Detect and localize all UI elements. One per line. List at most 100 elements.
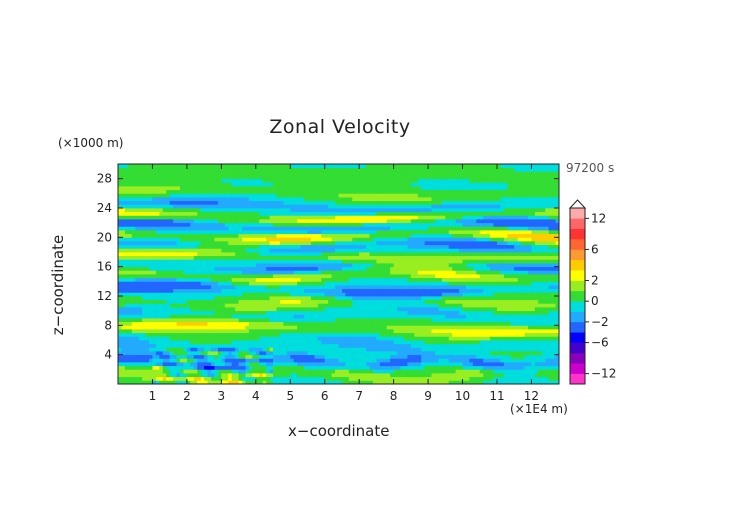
field-cell [217,285,222,290]
field-cell [121,259,126,264]
field-cell [393,351,398,356]
field-cell [214,343,219,348]
field-cell [352,380,357,385]
field-cell [255,215,260,220]
field-cell [145,167,150,172]
field-cell [397,226,401,231]
field-cell [359,376,364,381]
field-cell [283,186,288,191]
field-cell [238,248,243,253]
field-cell [190,373,195,378]
field-cell [190,274,195,279]
field-cell [376,365,381,370]
field-cell [314,219,319,224]
field-cell [245,310,250,315]
field-cell [131,281,136,286]
field-cell [228,292,233,297]
field-cell [283,215,288,220]
field-cell [331,237,336,242]
field-cell [207,200,212,205]
field-cell [279,193,284,198]
field-cell [276,204,281,209]
field-cell [383,314,388,319]
field-cell [376,186,381,191]
field-cell [238,358,243,363]
field-cell [400,178,405,183]
field-cell [176,303,181,308]
field-cell [166,321,171,326]
field-cell [224,222,229,227]
field-cell [152,237,157,242]
field-cell [297,222,302,227]
field-cell [169,189,174,194]
field-cell [149,285,153,290]
field-cell [310,197,315,202]
field-cell [335,277,339,282]
field-cell [180,329,184,334]
field-cell [345,270,350,275]
field-cell [128,351,133,356]
field-cell [128,222,133,227]
field-cell [162,266,167,271]
field-cell [386,171,391,176]
field-cell [142,285,146,290]
field-cell [190,252,195,257]
field-cell [138,222,143,227]
field-cell [335,299,339,304]
field-cell [183,285,188,290]
field-cell [276,354,281,359]
field-cell [345,193,350,198]
field-cell [314,354,319,359]
field-cell [255,380,260,385]
field-cell [321,241,326,246]
field-cell [228,259,233,264]
field-cell [159,362,164,367]
field-cell [214,255,219,260]
field-cell [383,248,388,253]
field-cell [328,186,333,191]
field-cell [200,351,205,356]
field-cell [290,296,295,301]
field-cell [300,369,305,374]
field-cell [355,244,360,249]
field-cell [169,329,174,334]
field-cell [159,299,164,304]
field-cell [152,288,157,293]
field-cell [183,193,188,198]
field-cell [248,365,253,370]
field-cell [248,164,253,169]
field-cell [118,164,122,169]
field-cell [283,277,288,282]
field-cell [245,263,250,268]
field-cell [180,197,184,202]
field-cell [255,281,260,286]
field-cell [266,369,270,374]
field-cell [159,292,164,297]
field-cell [352,292,357,297]
field-cell [276,263,281,268]
field-cell [235,299,239,304]
field-cell [338,241,343,246]
field-cell [193,193,198,198]
field-cell [197,255,202,260]
field-cell [376,219,381,224]
field-cell [224,314,229,319]
field-cell [152,274,157,279]
field-cell [300,171,305,176]
field-cell [231,230,236,235]
field-cell [321,292,326,297]
field-cell [310,299,315,304]
field-cell [390,189,395,194]
field-cell [242,197,246,202]
field-cell [252,314,257,319]
field-cell [331,200,336,205]
field-cell [279,351,284,356]
field-cell [338,354,343,359]
field-cell [369,336,374,341]
field-cell [121,358,126,363]
field-cell [262,340,267,345]
field-cell [135,336,140,341]
field-cell [180,358,184,363]
field-cell [173,200,177,205]
field-cell [180,354,184,359]
